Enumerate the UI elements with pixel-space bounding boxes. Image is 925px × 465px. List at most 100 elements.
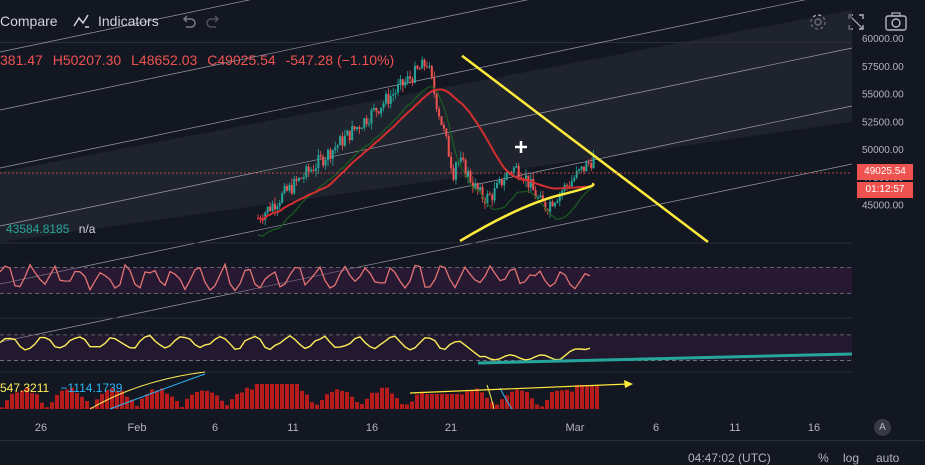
macd-hist-bar xyxy=(250,389,254,409)
candle-body xyxy=(500,179,503,186)
candle-body xyxy=(380,107,383,114)
candle-body xyxy=(389,95,392,104)
candle-body xyxy=(271,203,274,212)
candle-body xyxy=(397,84,400,93)
macd-hist-bar xyxy=(500,399,504,409)
auto-toggle[interactable]: auto xyxy=(876,451,900,465)
candle-body xyxy=(336,145,339,148)
osc-line xyxy=(0,334,591,361)
candle-body xyxy=(288,184,291,191)
candle-body xyxy=(447,136,450,157)
candle-body xyxy=(324,160,327,166)
macd-hist-bar xyxy=(40,402,44,409)
camera-icon[interactable] xyxy=(884,11,908,33)
macd-hist-bar xyxy=(275,384,279,409)
macd-hist-bar xyxy=(520,390,524,409)
candle-body xyxy=(418,68,421,70)
macd-hist-bar xyxy=(365,398,369,409)
channel-line xyxy=(0,105,853,285)
log-toggle[interactable]: log xyxy=(843,451,860,465)
macd-hist-bar xyxy=(70,387,74,409)
macd-hist-bar xyxy=(35,394,39,409)
candle-body xyxy=(474,183,477,189)
candle-body xyxy=(541,195,544,202)
price-tick-label: 50000.00 xyxy=(862,145,904,156)
candle-body xyxy=(298,177,301,181)
candle-body xyxy=(512,167,515,173)
macd-signal: −1114.1739 xyxy=(60,381,123,395)
macd-hist-bar xyxy=(325,394,329,409)
candle-body xyxy=(488,193,491,195)
macd-hist-bar xyxy=(410,401,414,409)
macd-hist-bar xyxy=(465,391,469,409)
macd-hist-bar xyxy=(485,397,489,409)
channel-fill xyxy=(0,10,852,242)
candle-body xyxy=(582,166,585,172)
candle-body xyxy=(464,159,467,177)
macd-hist-bar xyxy=(565,389,569,409)
candle-body xyxy=(341,136,344,146)
macd-hist-bar xyxy=(405,404,409,409)
macd-hist-bar xyxy=(585,385,589,409)
ma-red-line xyxy=(257,88,594,221)
macd-hist-bar xyxy=(545,400,549,409)
macd-hist-bar xyxy=(330,391,334,409)
candle-body xyxy=(575,170,578,178)
macd-hist-bar xyxy=(490,402,494,409)
auto-scale-badge[interactable]: A xyxy=(874,419,891,436)
macd-hist-bar xyxy=(195,391,199,409)
utc-clock[interactable]: 04:47:02 (UTC) xyxy=(688,451,771,465)
legend-close: C49025.54 xyxy=(207,52,276,68)
macd-hist-bar xyxy=(230,399,234,409)
candle-body xyxy=(281,193,284,203)
channel-line xyxy=(0,163,853,343)
channel-line xyxy=(0,47,853,227)
candle-body xyxy=(578,169,581,171)
redo-icon[interactable] xyxy=(206,13,222,29)
macd-hist-bar xyxy=(120,390,124,409)
time-tick-label: 6 xyxy=(653,422,659,434)
time-tick-label: 11 xyxy=(729,422,740,434)
oscillator-pane: 80.000040.0000 xyxy=(0,324,899,365)
candle-body xyxy=(312,169,315,171)
candle-body xyxy=(368,123,371,125)
candle-body xyxy=(305,166,308,178)
macd-hist-bar xyxy=(535,404,539,409)
candle-body xyxy=(590,163,593,169)
macd-hist-bar xyxy=(55,394,59,409)
price-tick-label: 52500.00 xyxy=(862,117,904,128)
candle-body xyxy=(558,193,561,201)
macd-hist-bar xyxy=(200,390,204,409)
indicators-button[interactable]: Indicators xyxy=(98,13,159,29)
percent-toggle[interactable]: % xyxy=(818,451,829,465)
macd-hist-bar xyxy=(220,400,224,409)
candle-body xyxy=(329,149,332,160)
candle-body xyxy=(491,194,494,201)
macd-hist-bar xyxy=(400,404,404,409)
compare-button[interactable]: Compare xyxy=(0,13,58,29)
macd-hist-bar xyxy=(45,407,49,409)
undo-icon[interactable] xyxy=(180,13,196,29)
candle-body xyxy=(300,177,303,179)
rsi-line xyxy=(0,262,591,292)
ma-value: 43584.8185 xyxy=(6,222,70,236)
legend-change: -547.28 (−1.10%) xyxy=(285,52,395,68)
macd-hist-bar xyxy=(185,398,189,409)
time-tick-label: Mar xyxy=(566,422,585,434)
candle-body xyxy=(450,156,453,169)
ma-legend: 43584.8185 n/a xyxy=(6,222,95,236)
macd-hist-bar xyxy=(180,407,184,409)
macd-hist-bar xyxy=(75,392,79,409)
macd-hist-bar xyxy=(475,388,479,409)
candle-body xyxy=(322,156,325,166)
indicators-icon[interactable] xyxy=(72,12,90,30)
main-price-pane xyxy=(0,0,925,373)
candle-body xyxy=(351,126,354,141)
candle-body xyxy=(295,178,298,181)
candle-body xyxy=(314,168,317,171)
time-tick-label: 21 xyxy=(445,422,457,434)
candle-body xyxy=(445,128,448,137)
macd-hist-bar xyxy=(560,390,564,409)
candle-body xyxy=(401,79,404,86)
